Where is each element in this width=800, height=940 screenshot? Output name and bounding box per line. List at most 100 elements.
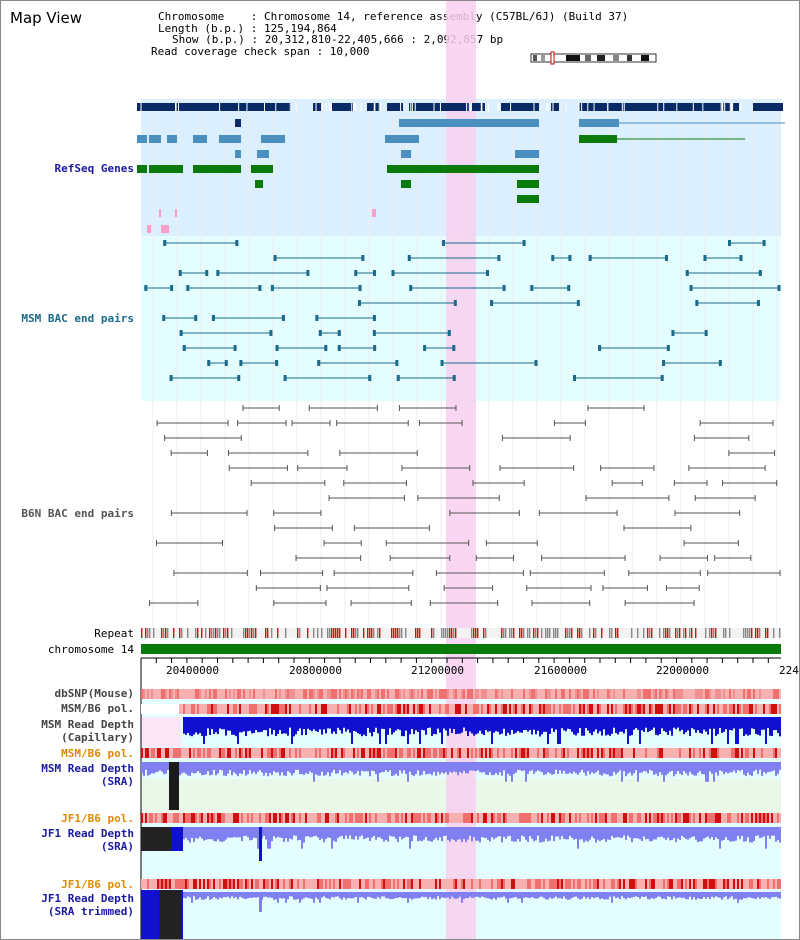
read-depth-bar bbox=[367, 827, 369, 838]
read-depth-bar bbox=[767, 827, 769, 836]
polymorphism-cell bbox=[183, 704, 185, 714]
polymorphism-cell bbox=[511, 704, 513, 714]
read-depth-bar bbox=[239, 827, 241, 838]
view-title: Map View bbox=[10, 9, 83, 27]
polymorphism-cell bbox=[489, 813, 491, 823]
read-depth-bar bbox=[415, 762, 417, 775]
polymorphism-cell bbox=[253, 704, 255, 714]
polymorphism-cell bbox=[511, 748, 513, 758]
read-depth-bar bbox=[619, 762, 621, 771]
read-depth-bar bbox=[405, 892, 407, 899]
polymorphism-cell bbox=[363, 704, 365, 714]
polymorphism-cell bbox=[269, 813, 271, 823]
polymorphism-cell bbox=[203, 813, 205, 823]
polymorphism-cell bbox=[525, 704, 527, 714]
read-depth-bar bbox=[521, 762, 523, 771]
read-depth-bar bbox=[711, 892, 713, 897]
polymorphism-cell bbox=[679, 748, 681, 758]
read-depth-bar bbox=[337, 827, 339, 839]
read-depth-bar bbox=[341, 827, 343, 836]
polymorphism-cell bbox=[417, 689, 419, 699]
polymorphism-cell bbox=[605, 704, 607, 714]
polymorphism-cell bbox=[637, 748, 639, 758]
polymorphism-cell bbox=[473, 748, 475, 758]
polymorphism-cell bbox=[571, 689, 573, 699]
read-depth-bar bbox=[779, 717, 781, 737]
polymorphism-cell bbox=[291, 704, 293, 714]
read-depth-bar bbox=[233, 762, 235, 773]
read-depth-bar bbox=[581, 762, 583, 770]
polymorphism-cell bbox=[235, 689, 237, 699]
polymorphism-cell bbox=[625, 748, 627, 758]
read-depth-bar bbox=[689, 827, 691, 839]
polymorphism-cell bbox=[611, 704, 613, 714]
read-depth-bar bbox=[515, 892, 517, 898]
polymorphism-cell bbox=[501, 748, 503, 758]
polymorphism-cell bbox=[671, 813, 673, 823]
read-depth-bar bbox=[343, 762, 345, 773]
track-label-refseq[interactable]: RefSeq Genes bbox=[54, 162, 134, 175]
read-depth-bar bbox=[225, 892, 227, 898]
polymorphism-cell bbox=[153, 879, 155, 889]
polymorphism-cell bbox=[181, 704, 183, 714]
read-depth-bar bbox=[699, 827, 701, 842]
polymorphism-cell bbox=[331, 748, 333, 758]
read-depth-bar bbox=[483, 717, 485, 736]
polymorphism-cell bbox=[265, 813, 267, 823]
polymorphism-cell bbox=[623, 689, 625, 699]
read-depth-bar bbox=[541, 827, 543, 843]
polymorphism-cell bbox=[181, 748, 183, 758]
read-depth-bar bbox=[285, 717, 287, 734]
read-depth-bar bbox=[399, 827, 401, 837]
read-depth-bar bbox=[605, 717, 607, 736]
polymorphism-cell bbox=[361, 704, 363, 714]
polymorphism-cell bbox=[639, 689, 641, 699]
polymorphism-cell bbox=[711, 748, 713, 758]
polymorphism-cell bbox=[671, 704, 673, 714]
read-depth-bar bbox=[619, 892, 621, 900]
polymorphism-cell bbox=[749, 689, 751, 699]
depth-saturated bbox=[171, 827, 183, 851]
read-depth-bar bbox=[301, 762, 303, 775]
read-depth-bar bbox=[747, 892, 749, 898]
msm-bac-end bbox=[239, 360, 243, 366]
read-depth-bar bbox=[447, 717, 449, 736]
polymorphism-cell bbox=[647, 704, 649, 714]
read-depth-bar bbox=[277, 892, 279, 903]
polymorphism-cell bbox=[541, 813, 543, 823]
read-depth-bar bbox=[337, 892, 339, 897]
msm-bac-end bbox=[664, 255, 668, 261]
read-depth-bar bbox=[461, 892, 463, 903]
polymorphism-cell bbox=[705, 879, 707, 889]
polymorphism-cell bbox=[687, 748, 689, 758]
read-depth-bar bbox=[465, 827, 467, 843]
read-depth-bar bbox=[579, 717, 581, 729]
read-depth-bar bbox=[611, 717, 613, 734]
polymorphism-cell bbox=[697, 748, 699, 758]
polymorphism-cell bbox=[405, 813, 407, 823]
read-depth-bar bbox=[263, 892, 265, 898]
track-label-msm-bac[interactable]: MSM BAC end pairs bbox=[21, 312, 134, 325]
track-label-b6n-bac[interactable]: B6N BAC end pairs bbox=[21, 507, 134, 520]
read-depth-bar bbox=[315, 892, 317, 898]
polymorphism-cell bbox=[583, 704, 585, 714]
msm-bac-end bbox=[182, 345, 186, 351]
polymorphism-cell bbox=[757, 813, 759, 823]
read-depth-bar bbox=[539, 827, 541, 843]
read-depth-bar bbox=[681, 827, 683, 836]
read-depth-bar bbox=[527, 892, 529, 898]
read-depth-bar bbox=[217, 892, 219, 900]
read-depth-bar bbox=[381, 717, 383, 729]
read-depth-bar bbox=[321, 892, 323, 898]
polymorphism-cell bbox=[517, 748, 519, 758]
polymorphism-cell bbox=[381, 748, 383, 758]
repeat-mark bbox=[213, 628, 215, 638]
polymorphism-cell bbox=[409, 704, 411, 714]
read-depth-bar bbox=[509, 892, 511, 899]
polymorphism-cell bbox=[141, 689, 143, 699]
polymorphism-cell bbox=[499, 689, 501, 699]
polymorphism-cell bbox=[453, 704, 455, 714]
polymorphism-cell bbox=[469, 813, 471, 823]
read-depth-bar bbox=[499, 762, 501, 773]
